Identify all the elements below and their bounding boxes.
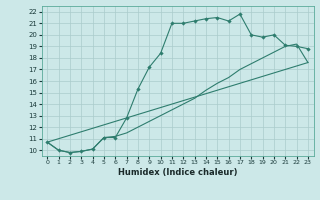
X-axis label: Humidex (Indice chaleur): Humidex (Indice chaleur) bbox=[118, 168, 237, 177]
